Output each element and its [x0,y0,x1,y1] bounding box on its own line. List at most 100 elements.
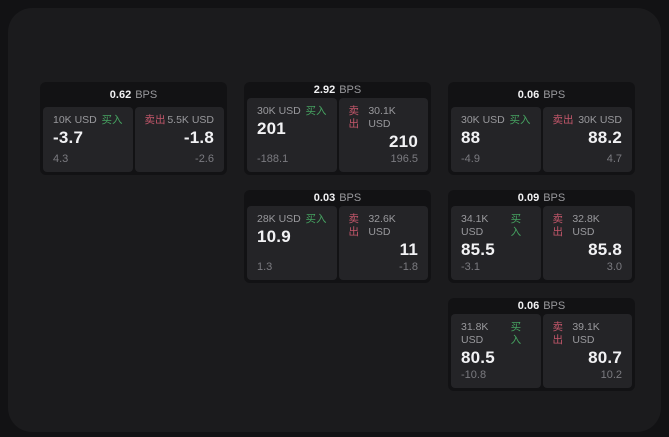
buy-price: 88 [461,128,481,148]
sell-side-label: 卖出 [348,213,360,239]
sell-size: 30K USD [578,114,622,126]
sell-delta: 3.0 [606,260,622,273]
app-frame: 0.62 BPS 10K USD 买入 -3.7 4.3 卖出 5.5K USD… [8,8,661,432]
buy-side-label: 买入 [305,105,327,118]
quote-card: 0.09 BPS 34.1K USD 买入 85.5 -3.1 卖出 32.8K… [448,190,635,283]
sell-panel-top: 卖出 32.8K USD [553,213,623,239]
bps-unit-label: BPS [135,88,158,101]
buy-panel[interactable]: 30K USD 买入 88 -4.9 [451,107,541,172]
quote-panels: 30K USD 买入 201 -188.1 卖出 30.1K USD 210 1… [247,98,428,172]
sell-panel[interactable]: 卖出 30K USD 88.2 4.7 [542,107,632,172]
buy-panel-top: 34.1K USD 买入 [461,213,531,239]
sell-panel[interactable]: 卖出 5.5K USD -1.8 -2.6 [134,107,224,172]
buy-panel[interactable]: 31.8K USD 买入 80.5 -10.8 [451,314,541,388]
sell-panel-top: 卖出 32.6K USD [349,213,419,239]
sell-price: 80.7 [588,348,622,368]
sell-panel[interactable]: 卖出 32.6K USD 11 -1.8 [338,206,428,280]
sell-delta: -2.6 [195,152,214,165]
bps-value: 0.62 [109,88,132,101]
sell-size: 32.6K USD [368,213,396,239]
sell-panel-top: 卖出 5.5K USD [145,114,215,127]
buy-price: -3.7 [53,128,84,148]
buy-delta: -10.8 [461,368,487,381]
buy-panel[interactable]: 10K USD 买入 -3.7 4.3 [43,107,133,172]
bps-unit-label: BPS [543,192,566,205]
sell-size: 32.8K USD [572,213,600,239]
sell-delta: 10.2 [600,368,622,381]
quote-card: 0.62 BPS 10K USD 买入 -3.7 4.3 卖出 5.5K USD… [40,82,227,175]
bps-value: 0.03 [313,192,336,205]
buy-price: 10.9 [257,227,291,247]
sell-panel-top: 卖出 30K USD [553,114,623,127]
sell-panel[interactable]: 卖出 30.1K USD 210 196.5 [338,98,428,172]
quote-card: 0.03 BPS 28K USD 买入 10.9 1.3 卖出 32.6K US… [244,190,431,283]
buy-price: 201 [257,119,286,139]
buy-size: 28K USD [257,213,301,226]
buy-side-label: 买入 [305,213,327,226]
buy-price: 85.5 [461,240,495,260]
buy-size: 34.1K USD [461,213,489,239]
sell-side-label: 卖出 [552,321,564,347]
sell-price: -1.8 [183,128,214,148]
buy-size: 30K USD [257,105,301,118]
quote-panels: 28K USD 买入 10.9 1.3 卖出 32.6K USD 11 -1.8 [247,206,428,280]
bps-header: 2.92 BPS [247,82,428,98]
sell-price: 88.2 [588,128,622,148]
sell-delta: 196.5 [390,152,418,165]
quote-card: 0.06 BPS 31.8K USD 买入 80.5 -10.8 卖出 39.1… [448,298,635,391]
bps-header: 0.03 BPS [247,190,428,206]
sell-price: 11 [399,240,418,260]
buy-price: 80.5 [461,348,495,368]
bps-unit-label: BPS [339,192,362,205]
buy-size: 31.8K USD [461,321,489,347]
quote-card: 2.92 BPS 30K USD 买入 201 -188.1 卖出 30.1K … [244,82,431,175]
buy-panel[interactable]: 28K USD 买入 10.9 1.3 [247,206,337,280]
sell-panel[interactable]: 卖出 39.1K USD 80.7 10.2 [542,314,632,388]
bps-header: 0.09 BPS [451,190,632,206]
sell-size: 5.5K USD [167,114,214,126]
buy-delta: -188.1 [257,152,289,165]
sell-size: 30.1K USD [368,105,396,131]
bps-header: 0.06 BPS [451,298,632,314]
bps-value: 0.06 [517,88,540,101]
sell-panel-top: 卖出 39.1K USD [553,321,623,347]
bps-header: 0.62 BPS [43,82,224,107]
buy-side-label: 买入 [510,321,522,347]
quote-card: 0.06 BPS 30K USD 买入 88 -4.9 卖出 30K USD 8… [448,82,635,175]
buy-panel-top: 28K USD 买入 [257,213,327,226]
buy-delta: 1.3 [257,260,273,273]
buy-panel-top: 30K USD 买入 [257,105,327,118]
sell-side-label: 卖出 [348,105,360,131]
buy-panel-top: 31.8K USD 买入 [461,321,531,347]
buy-side-label: 买入 [101,114,123,126]
buy-panel[interactable]: 34.1K USD 买入 85.5 -3.1 [451,206,541,280]
sell-price: 210 [389,132,418,152]
bps-unit-label: BPS [339,84,362,97]
bps-value: 2.92 [313,84,336,97]
sell-panel-top: 卖出 30.1K USD [349,105,419,131]
buy-side-label: 买入 [510,213,522,239]
sell-side-label: 卖出 [552,213,564,239]
bps-value: 0.06 [517,300,540,313]
quote-panels: 31.8K USD 买入 80.5 -10.8 卖出 39.1K USD 80.… [451,314,632,388]
buy-side-label: 买入 [509,114,531,126]
buy-delta: -3.1 [461,260,480,273]
sell-size: 39.1K USD [572,321,600,347]
sell-price: 85.8 [588,240,622,260]
sell-delta: 4.7 [606,152,622,165]
sell-panel[interactable]: 卖出 32.8K USD 85.8 3.0 [542,206,632,280]
sell-side-label: 卖出 [144,114,166,126]
bps-unit-label: BPS [543,300,566,313]
buy-panel-top: 10K USD 买入 [53,114,123,127]
quote-panels: 34.1K USD 买入 85.5 -3.1 卖出 32.8K USD 85.8… [451,206,632,280]
sell-side-label: 卖出 [552,114,574,126]
buy-delta: 4.3 [53,152,69,165]
buy-size: 30K USD [461,114,505,126]
buy-delta: -4.9 [461,152,480,165]
bps-header: 0.06 BPS [451,82,632,107]
buy-panel[interactable]: 30K USD 买入 201 -188.1 [247,98,337,172]
sell-delta: -1.8 [399,260,418,273]
buy-size: 10K USD [53,114,97,126]
bps-unit-label: BPS [543,88,566,101]
quote-panels: 30K USD 买入 88 -4.9 卖出 30K USD 88.2 4.7 [451,107,632,172]
